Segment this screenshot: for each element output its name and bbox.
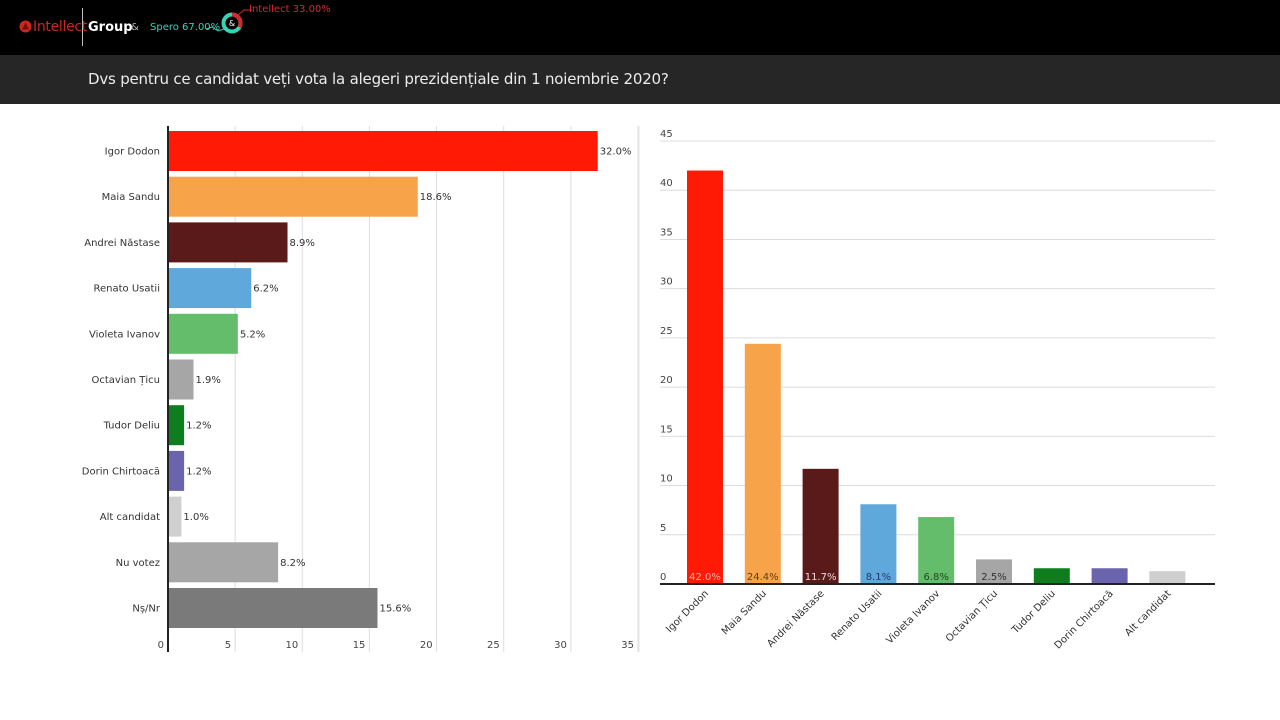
category-label: Igor Dodon: [105, 147, 160, 158]
bar: [168, 496, 182, 537]
spero-leader-line: [206, 26, 225, 32]
data-label: 8.9%: [290, 238, 315, 249]
bar: [168, 542, 279, 583]
charts-canvas: 0 5 10 15 20 25 30 35 Igor Dodon 32.0% Maia Sandu 1…: [82, 126, 1215, 652]
top-bar: Intellect Group & Spero 67.00% & Intelle…: [0, 0, 1280, 55]
data-label: 1.2%: [186, 421, 211, 432]
category-label: Alt candidat: [1123, 588, 1173, 638]
data-label: 24.4%: [747, 572, 779, 583]
bar: [168, 131, 598, 171]
y-tick-label: 15: [660, 424, 673, 435]
bar: [168, 359, 194, 400]
x-tick-label: 30: [554, 640, 567, 651]
data-label: 42.0%: [689, 572, 721, 583]
data-label: 6.2%: [253, 284, 278, 295]
vertical-bar-chart: 0 5 10 15 20 25 30 35 40 45 42.0% Igor Dodon 24.4% Ma…: [660, 129, 1215, 651]
category-label: Violeta Ivanov: [884, 588, 942, 646]
intellect-logo-icon: [19, 20, 32, 33]
horizontal-bar-chart: 0 5 10 15 20 25 30 35 Igor Dodon 32.0% Maia Sandu 1…: [82, 126, 639, 652]
category-label: Renato Usatii: [830, 588, 885, 643]
spero-share-label: Spero 67.00%: [150, 22, 221, 33]
category-label: Tudor Deliu: [1010, 588, 1058, 636]
bar: [168, 268, 252, 309]
bar: [168, 222, 288, 263]
bar: [1149, 571, 1186, 584]
data-label: 5.2%: [240, 329, 265, 340]
category-label: Andrei Năstase: [765, 588, 826, 649]
category-label: Maia Sandu: [720, 588, 769, 637]
x-tick-label: 0: [158, 640, 164, 651]
y-tick-label: 20: [660, 375, 673, 386]
bar: [168, 313, 238, 354]
share-donut-chart: &: [221, 12, 243, 34]
data-label: 18.6%: [420, 192, 452, 203]
data-label: 8.2%: [280, 558, 305, 569]
category-label: Maia Sandu: [102, 192, 160, 203]
y-tick-label: 35: [660, 227, 673, 238]
x-tick-label: 10: [286, 640, 299, 651]
x-tick-label: 35: [621, 640, 634, 651]
y-tick-label: 40: [660, 178, 673, 189]
data-label: 8.1%: [866, 572, 891, 583]
brand-group: Group: [88, 20, 133, 35]
data-label: 1.0%: [183, 512, 208, 523]
y-tick-label: 10: [660, 474, 673, 485]
data-label: 15.6%: [379, 604, 411, 615]
category-label: Dorin Chirtoacă: [82, 466, 160, 477]
data-label: 11.7%: [805, 572, 837, 583]
page-title: Dvs pentru ce candidat veți vota la aleg…: [88, 70, 669, 88]
donut-intellect-arc: [221, 12, 243, 34]
category-label: Octavian Țicu: [944, 588, 1000, 644]
data-label: 32.0%: [600, 147, 632, 158]
category-label: Nș/Nr: [132, 604, 161, 615]
y-tick-label: 30: [660, 277, 673, 288]
brand-divider: [82, 8, 83, 46]
brand-ampersand: &: [131, 22, 139, 33]
category-label: Renato Usatii: [94, 284, 160, 295]
bar: [168, 450, 185, 491]
bar: [802, 468, 839, 584]
data-label: 2.5%: [981, 572, 1006, 583]
x-tick-label: 15: [353, 640, 366, 651]
x-tick-label: 20: [420, 640, 433, 651]
x-tick-label: 25: [487, 640, 500, 651]
donut-center-label: &: [229, 19, 235, 28]
category-label: Andrei Năstase: [84, 238, 160, 249]
bar: [976, 559, 1012, 584]
x-tick-label: 5: [225, 640, 231, 651]
bar: [168, 176, 418, 217]
intellect-share-label: Intellect 33.00%: [249, 4, 331, 15]
category-label: Octavian Țicu: [92, 375, 160, 386]
bar: [687, 170, 723, 584]
data-label: 1.9%: [196, 375, 221, 386]
category-label: Igor Dodon: [664, 588, 711, 635]
bar: [1091, 568, 1128, 584]
bar: [1033, 568, 1070, 584]
category-label: Dorin Chirtoacă: [1053, 588, 1116, 651]
bar: [744, 343, 781, 584]
bar: [168, 588, 378, 628]
bar: [860, 504, 897, 584]
y-tick-label: 45: [660, 129, 673, 140]
intellect-leader-line: [238, 9, 252, 16]
title-bar: [0, 55, 1280, 104]
y-tick-label: 25: [660, 326, 673, 337]
data-label: 1.2%: [186, 466, 211, 477]
bar: [918, 517, 955, 584]
category-label: Nu votez: [116, 558, 160, 569]
y-tick-label: 5: [660, 523, 666, 534]
y-tick-label: 0: [660, 572, 666, 583]
category-label: Violeta Ivanov: [89, 329, 160, 340]
data-label: 6.8%: [923, 572, 948, 583]
category-label: Alt candidat: [100, 512, 160, 523]
bar: [168, 405, 185, 446]
brand-intellect: Intellect: [33, 19, 87, 35]
category-label: Tudor Deliu: [103, 421, 160, 432]
